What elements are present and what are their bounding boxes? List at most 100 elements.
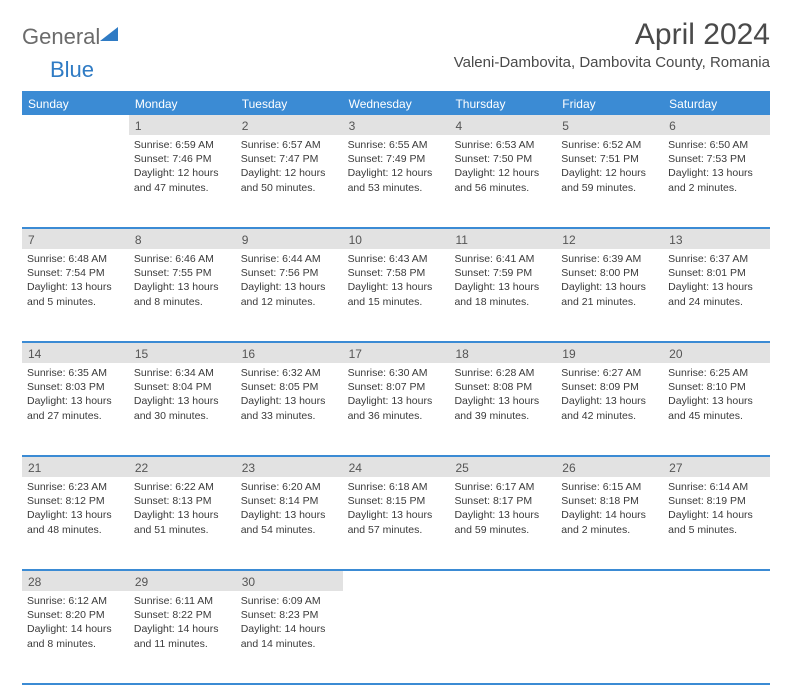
- day-cell-line: Daylight: 12 hours: [348, 166, 445, 180]
- day-cell-line: Sunrise: 6:37 AM: [668, 252, 765, 266]
- day-number-cell: 2: [236, 115, 343, 135]
- day-cell-line: and 30 minutes.: [134, 409, 231, 423]
- day-cell: Sunrise: 6:50 AMSunset: 7:53 PMDaylight:…: [663, 135, 770, 227]
- day-cell-line: Daylight: 13 hours: [241, 508, 338, 522]
- day-cell-line: and 5 minutes.: [668, 523, 765, 537]
- day-number-cell: 16: [236, 343, 343, 363]
- week-row: Sunrise: 6:59 AMSunset: 7:46 PMDaylight:…: [22, 135, 770, 229]
- day-cell: Sunrise: 6:27 AMSunset: 8:09 PMDaylight:…: [556, 363, 663, 455]
- day-cell: Sunrise: 6:22 AMSunset: 8:13 PMDaylight:…: [129, 477, 236, 569]
- calendar-grid: Sunday Monday Tuesday Wednesday Thursday…: [22, 91, 770, 685]
- day-cell-line: and 15 minutes.: [348, 295, 445, 309]
- logo-text-gray: General: [22, 24, 100, 50]
- day-cell-line: Sunset: 8:05 PM: [241, 380, 338, 394]
- day-cell-line: Daylight: 13 hours: [27, 508, 124, 522]
- day-number-row: 282930: [22, 571, 770, 591]
- day-cell-line: Daylight: 13 hours: [454, 394, 551, 408]
- day-cell: Sunrise: 6:14 AMSunset: 8:19 PMDaylight:…: [663, 477, 770, 569]
- day-number-cell: 7: [22, 229, 129, 249]
- day-number-row: 78910111213: [22, 229, 770, 249]
- day-cell-line: and 54 minutes.: [241, 523, 338, 537]
- logo-text-blue: Blue: [50, 57, 94, 82]
- day-cell-line: Sunset: 8:15 PM: [348, 494, 445, 508]
- day-number-cell: [22, 115, 129, 135]
- day-cell-line: Sunrise: 6:46 AM: [134, 252, 231, 266]
- day-cell-line: Sunset: 7:51 PM: [561, 152, 658, 166]
- day-cell-line: Sunrise: 6:14 AM: [668, 480, 765, 494]
- day-cell: [343, 591, 450, 683]
- day-cell-line: Sunrise: 6:25 AM: [668, 366, 765, 380]
- day-cell: Sunrise: 6:57 AMSunset: 7:47 PMDaylight:…: [236, 135, 343, 227]
- day-cell-line: Sunset: 8:14 PM: [241, 494, 338, 508]
- weekday-header: Thursday: [449, 91, 556, 115]
- day-cell-line: and 2 minutes.: [561, 523, 658, 537]
- day-cell: Sunrise: 6:35 AMSunset: 8:03 PMDaylight:…: [22, 363, 129, 455]
- day-cell-line: and 27 minutes.: [27, 409, 124, 423]
- day-cell-line: Daylight: 13 hours: [561, 394, 658, 408]
- day-cell-line: Sunrise: 6:23 AM: [27, 480, 124, 494]
- day-number-cell: 27: [663, 457, 770, 477]
- day-cell-line: Sunset: 8:18 PM: [561, 494, 658, 508]
- day-cell-line: and 50 minutes.: [241, 181, 338, 195]
- day-cell-line: Sunset: 7:55 PM: [134, 266, 231, 280]
- day-number-cell: 1: [129, 115, 236, 135]
- day-cell-line: Daylight: 14 hours: [134, 622, 231, 636]
- day-cell-line: Daylight: 14 hours: [561, 508, 658, 522]
- day-number-cell: [449, 571, 556, 591]
- day-cell-line: Sunrise: 6:44 AM: [241, 252, 338, 266]
- day-cell-line: Sunrise: 6:12 AM: [27, 594, 124, 608]
- day-number-cell: 30: [236, 571, 343, 591]
- day-cell-line: Sunrise: 6:34 AM: [134, 366, 231, 380]
- day-number-cell: 6: [663, 115, 770, 135]
- day-cell-line: and 39 minutes.: [454, 409, 551, 423]
- day-cell-line: Sunrise: 6:09 AM: [241, 594, 338, 608]
- day-cell-line: and 5 minutes.: [27, 295, 124, 309]
- day-cell-line: and 48 minutes.: [27, 523, 124, 537]
- day-cell: Sunrise: 6:44 AMSunset: 7:56 PMDaylight:…: [236, 249, 343, 341]
- day-cell-line: and 8 minutes.: [27, 637, 124, 651]
- week-row: Sunrise: 6:23 AMSunset: 8:12 PMDaylight:…: [22, 477, 770, 571]
- day-number-row: 21222324252627: [22, 457, 770, 477]
- day-cell-line: Sunset: 8:17 PM: [454, 494, 551, 508]
- day-cell: Sunrise: 6:34 AMSunset: 8:04 PMDaylight:…: [129, 363, 236, 455]
- day-cell-line: Daylight: 13 hours: [348, 394, 445, 408]
- day-cell-line: Sunset: 8:19 PM: [668, 494, 765, 508]
- day-number-cell: 12: [556, 229, 663, 249]
- weekday-header: Friday: [556, 91, 663, 115]
- day-cell-line: Daylight: 13 hours: [27, 280, 124, 294]
- day-cell-line: Sunrise: 6:52 AM: [561, 138, 658, 152]
- day-number-cell: 11: [449, 229, 556, 249]
- day-number-cell: 26: [556, 457, 663, 477]
- weekday-header: Monday: [129, 91, 236, 115]
- day-cell-line: and 2 minutes.: [668, 181, 765, 195]
- day-cell-line: Sunset: 8:13 PM: [134, 494, 231, 508]
- day-number-row: 123456: [22, 115, 770, 135]
- day-cell-line: and 45 minutes.: [668, 409, 765, 423]
- day-cell-line: and 33 minutes.: [241, 409, 338, 423]
- day-cell: Sunrise: 6:20 AMSunset: 8:14 PMDaylight:…: [236, 477, 343, 569]
- day-cell-line: and 24 minutes.: [668, 295, 765, 309]
- day-number-cell: 20: [663, 343, 770, 363]
- day-cell-line: Sunset: 7:56 PM: [241, 266, 338, 280]
- day-cell: [663, 591, 770, 683]
- day-number-cell: 10: [343, 229, 450, 249]
- day-cell-line: Sunrise: 6:15 AM: [561, 480, 658, 494]
- day-cell-line: Sunrise: 6:57 AM: [241, 138, 338, 152]
- day-cell: Sunrise: 6:32 AMSunset: 8:05 PMDaylight:…: [236, 363, 343, 455]
- day-cell-line: Sunrise: 6:28 AM: [454, 366, 551, 380]
- day-cell-line: Sunset: 8:22 PM: [134, 608, 231, 622]
- day-cell-line: Daylight: 13 hours: [27, 394, 124, 408]
- day-number-cell: [663, 571, 770, 591]
- day-number-cell: 22: [129, 457, 236, 477]
- day-cell-line: Sunrise: 6:50 AM: [668, 138, 765, 152]
- day-cell-line: and 11 minutes.: [134, 637, 231, 651]
- day-cell-line: Daylight: 12 hours: [454, 166, 551, 180]
- day-cell-line: and 21 minutes.: [561, 295, 658, 309]
- day-number-cell: [343, 571, 450, 591]
- day-cell-line: Sunrise: 6:30 AM: [348, 366, 445, 380]
- day-cell-line: and 57 minutes.: [348, 523, 445, 537]
- day-number-cell: 29: [129, 571, 236, 591]
- day-cell-line: and 14 minutes.: [241, 637, 338, 651]
- week-row: Sunrise: 6:12 AMSunset: 8:20 PMDaylight:…: [22, 591, 770, 685]
- day-cell: Sunrise: 6:12 AMSunset: 8:20 PMDaylight:…: [22, 591, 129, 683]
